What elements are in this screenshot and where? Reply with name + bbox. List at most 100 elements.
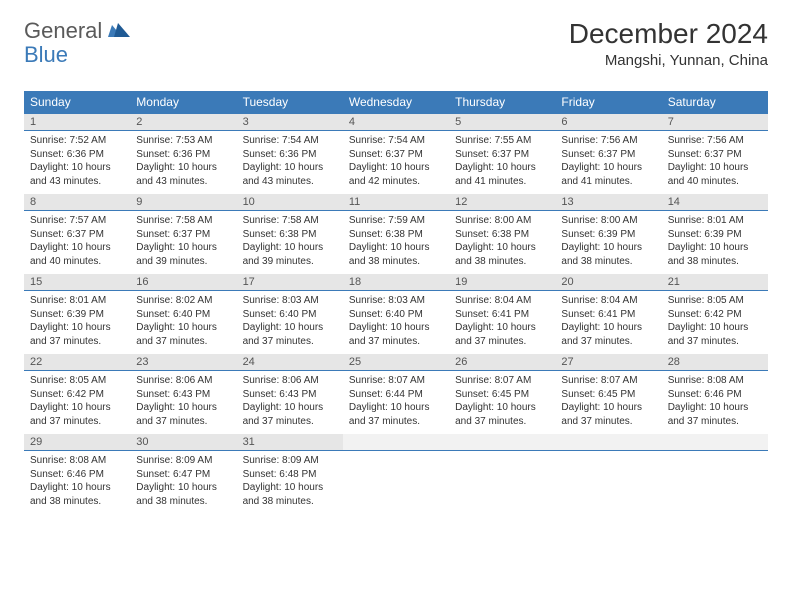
sunset-text: Sunset: 6:37 PM	[349, 148, 443, 162]
dayheader-sat: Saturday	[662, 91, 768, 114]
sunset-text: Sunset: 6:48 PM	[243, 468, 337, 482]
week-daynum-row: 1234567	[24, 114, 768, 131]
sunset-text: Sunset: 6:38 PM	[349, 228, 443, 242]
day-detail-cell: Sunrise: 8:02 AMSunset: 6:40 PMDaylight:…	[130, 291, 236, 355]
day-detail-cell: Sunrise: 8:01 AMSunset: 6:39 PMDaylight:…	[662, 211, 768, 275]
sunset-text: Sunset: 6:36 PM	[243, 148, 337, 162]
sunrise-text: Sunrise: 7:56 AM	[668, 134, 762, 148]
day-number-cell: 11	[343, 194, 449, 211]
day-number-cell	[449, 434, 555, 451]
sunset-text: Sunset: 6:41 PM	[561, 308, 655, 322]
day-detail-cell: Sunrise: 8:04 AMSunset: 6:41 PMDaylight:…	[449, 291, 555, 355]
day-number-cell: 12	[449, 194, 555, 211]
day-detail-cell: Sunrise: 8:05 AMSunset: 6:42 PMDaylight:…	[662, 291, 768, 355]
sunset-text: Sunset: 6:38 PM	[243, 228, 337, 242]
daylight-text: Daylight: 10 hours and 42 minutes.	[349, 161, 443, 188]
sunrise-text: Sunrise: 8:06 AM	[136, 374, 230, 388]
day-detail-cell: Sunrise: 8:06 AMSunset: 6:43 PMDaylight:…	[130, 371, 236, 435]
page-header: General December 2024 Mangshi, Yunnan, C…	[24, 18, 768, 69]
sunset-text: Sunset: 6:39 PM	[30, 308, 124, 322]
day-detail-cell: Sunrise: 7:54 AMSunset: 6:36 PMDaylight:…	[237, 131, 343, 195]
week-daytext-row: Sunrise: 8:08 AMSunset: 6:46 PMDaylight:…	[24, 451, 768, 515]
day-number-cell: 17	[237, 274, 343, 291]
day-detail-cell: Sunrise: 7:54 AMSunset: 6:37 PMDaylight:…	[343, 131, 449, 195]
daylight-text: Daylight: 10 hours and 38 minutes.	[136, 481, 230, 508]
day-detail-cell: Sunrise: 8:04 AMSunset: 6:41 PMDaylight:…	[555, 291, 661, 355]
daylight-text: Daylight: 10 hours and 37 minutes.	[561, 401, 655, 428]
dayheader-sun: Sunday	[24, 91, 130, 114]
dayheader-wed: Wednesday	[343, 91, 449, 114]
sunset-text: Sunset: 6:46 PM	[30, 468, 124, 482]
week-daynum-row: 22232425262728	[24, 354, 768, 371]
sunrise-text: Sunrise: 8:07 AM	[455, 374, 549, 388]
daylight-text: Daylight: 10 hours and 38 minutes.	[349, 241, 443, 268]
day-detail-cell: Sunrise: 7:58 AMSunset: 6:38 PMDaylight:…	[237, 211, 343, 275]
day-number-cell	[555, 434, 661, 451]
dayheader-tue: Tuesday	[237, 91, 343, 114]
daylight-text: Daylight: 10 hours and 39 minutes.	[243, 241, 337, 268]
sunset-text: Sunset: 6:41 PM	[455, 308, 549, 322]
day-detail-cell: Sunrise: 8:06 AMSunset: 6:43 PMDaylight:…	[237, 371, 343, 435]
sunrise-text: Sunrise: 8:06 AM	[243, 374, 337, 388]
day-detail-cell: Sunrise: 8:01 AMSunset: 6:39 PMDaylight:…	[24, 291, 130, 355]
day-detail-cell: Sunrise: 8:00 AMSunset: 6:39 PMDaylight:…	[555, 211, 661, 275]
day-number-cell: 10	[237, 194, 343, 211]
day-number-cell: 7	[662, 114, 768, 131]
sunset-text: Sunset: 6:37 PM	[136, 228, 230, 242]
sunrise-text: Sunrise: 8:08 AM	[668, 374, 762, 388]
sunrise-text: Sunrise: 8:03 AM	[349, 294, 443, 308]
sunrise-text: Sunrise: 8:09 AM	[243, 454, 337, 468]
daylight-text: Daylight: 10 hours and 41 minutes.	[561, 161, 655, 188]
day-detail-cell: Sunrise: 7:58 AMSunset: 6:37 PMDaylight:…	[130, 211, 236, 275]
daylight-text: Daylight: 10 hours and 38 minutes.	[30, 481, 124, 508]
day-number-cell: 8	[24, 194, 130, 211]
dayheader-fri: Friday	[555, 91, 661, 114]
sunset-text: Sunset: 6:37 PM	[30, 228, 124, 242]
day-detail-cell: Sunrise: 8:00 AMSunset: 6:38 PMDaylight:…	[449, 211, 555, 275]
sunset-text: Sunset: 6:37 PM	[561, 148, 655, 162]
week-daynum-row: 15161718192021	[24, 274, 768, 291]
day-number-cell: 13	[555, 194, 661, 211]
daylight-text: Daylight: 10 hours and 37 minutes.	[349, 321, 443, 348]
sunset-text: Sunset: 6:40 PM	[243, 308, 337, 322]
daylight-text: Daylight: 10 hours and 40 minutes.	[30, 241, 124, 268]
sunset-text: Sunset: 6:44 PM	[349, 388, 443, 402]
sunrise-text: Sunrise: 7:58 AM	[136, 214, 230, 228]
logo-text-blue: Blue	[24, 42, 68, 67]
day-number-cell: 24	[237, 354, 343, 371]
day-number-cell	[662, 434, 768, 451]
week-daytext-row: Sunrise: 7:57 AMSunset: 6:37 PMDaylight:…	[24, 211, 768, 275]
sunrise-text: Sunrise: 7:59 AM	[349, 214, 443, 228]
day-detail-cell: Sunrise: 7:59 AMSunset: 6:38 PMDaylight:…	[343, 211, 449, 275]
day-number-cell: 9	[130, 194, 236, 211]
day-number-cell: 16	[130, 274, 236, 291]
logo-text-general: General	[24, 18, 102, 44]
day-number-cell: 25	[343, 354, 449, 371]
daylight-text: Daylight: 10 hours and 40 minutes.	[668, 161, 762, 188]
dayheader-thu: Thursday	[449, 91, 555, 114]
day-detail-cell: Sunrise: 8:07 AMSunset: 6:45 PMDaylight:…	[449, 371, 555, 435]
day-detail-cell: Sunrise: 8:07 AMSunset: 6:44 PMDaylight:…	[343, 371, 449, 435]
daylight-text: Daylight: 10 hours and 38 minutes.	[455, 241, 549, 268]
day-number-cell: 4	[343, 114, 449, 131]
week-daytext-row: Sunrise: 8:01 AMSunset: 6:39 PMDaylight:…	[24, 291, 768, 355]
sunrise-text: Sunrise: 7:52 AM	[30, 134, 124, 148]
sunset-text: Sunset: 6:39 PM	[668, 228, 762, 242]
sunrise-text: Sunrise: 8:07 AM	[561, 374, 655, 388]
day-number-cell: 21	[662, 274, 768, 291]
sunrise-text: Sunrise: 8:07 AM	[349, 374, 443, 388]
logo: General	[24, 18, 132, 44]
day-number-cell: 14	[662, 194, 768, 211]
day-detail-cell: Sunrise: 7:56 AMSunset: 6:37 PMDaylight:…	[555, 131, 661, 195]
day-detail-cell	[555, 451, 661, 515]
sunset-text: Sunset: 6:37 PM	[455, 148, 549, 162]
day-detail-cell: Sunrise: 7:52 AMSunset: 6:36 PMDaylight:…	[24, 131, 130, 195]
sunrise-text: Sunrise: 8:08 AM	[30, 454, 124, 468]
day-detail-cell: Sunrise: 8:08 AMSunset: 6:46 PMDaylight:…	[24, 451, 130, 515]
sunrise-text: Sunrise: 7:54 AM	[349, 134, 443, 148]
daylight-text: Daylight: 10 hours and 37 minutes.	[136, 401, 230, 428]
sunrise-text: Sunrise: 8:05 AM	[30, 374, 124, 388]
daylight-text: Daylight: 10 hours and 37 minutes.	[668, 401, 762, 428]
sunset-text: Sunset: 6:40 PM	[136, 308, 230, 322]
sunset-text: Sunset: 6:39 PM	[561, 228, 655, 242]
